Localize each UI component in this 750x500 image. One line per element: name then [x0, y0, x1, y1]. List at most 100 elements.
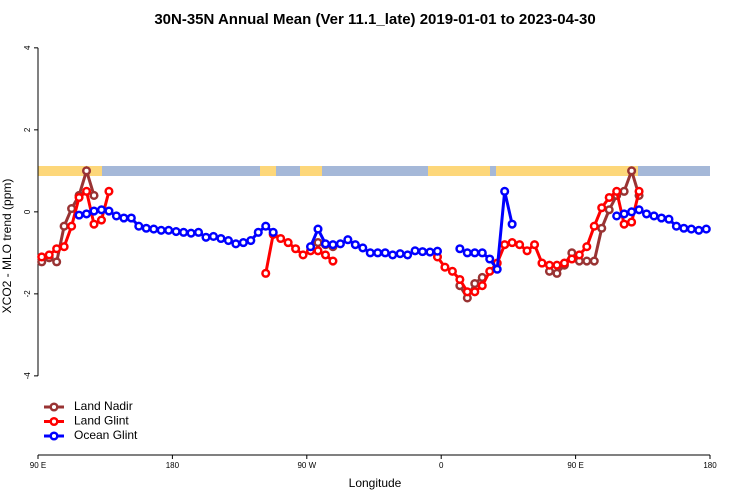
data-point: [679, 223, 689, 233]
data-point: [559, 258, 569, 268]
data-point: [104, 206, 114, 216]
data-point: [104, 186, 114, 196]
data-point: [67, 221, 77, 231]
data-point: [686, 224, 696, 234]
data-point: [96, 205, 107, 215]
data-point: [417, 247, 428, 257]
data-point: [320, 239, 331, 249]
data-point: [462, 287, 472, 297]
data-point: [641, 209, 652, 219]
y-tick-label: -4: [23, 372, 32, 380]
data-point: [156, 225, 166, 235]
legend-marker: [49, 416, 59, 427]
data-point: [328, 240, 338, 250]
data-point: [358, 243, 368, 253]
data-point: [627, 166, 637, 176]
data-point: [529, 240, 540, 250]
data-point: [395, 249, 405, 259]
y-tick-label: -2: [23, 290, 32, 298]
data-point: [67, 204, 77, 214]
data-point: [597, 203, 607, 213]
data-point: [313, 224, 323, 234]
x-tick-label: 90 W: [297, 461, 316, 470]
data-point: [343, 235, 353, 245]
y-axis-label: XCO2 - MLO trend (ppm): [0, 179, 14, 314]
data-point: [627, 217, 637, 227]
data-point: [313, 238, 323, 248]
data-point: [261, 221, 271, 231]
x-tick-label: 90 E: [567, 461, 583, 470]
data-point: [634, 205, 644, 215]
data-point: [350, 240, 360, 250]
data-point: [223, 236, 233, 246]
data-point: [164, 225, 174, 235]
data-point: [619, 219, 629, 229]
data-point: [485, 254, 495, 264]
data-point: [447, 266, 457, 276]
data-point: [291, 244, 301, 254]
data-point: [477, 281, 487, 291]
legend-marker: [49, 431, 59, 441]
x-tick-label: 180: [703, 461, 717, 470]
data-point: [44, 250, 54, 260]
data-point: [216, 233, 226, 244]
data-point: [582, 256, 592, 266]
chart-title: 30N-35N Annual Mean (Ver 11.1_late) 2019…: [154, 11, 595, 28]
data-point: [701, 224, 711, 234]
data-point: [440, 262, 450, 272]
x-tick-label: 90 E: [30, 461, 46, 470]
data-point: [656, 213, 667, 223]
data-point: [515, 240, 525, 250]
data-point: [552, 260, 562, 270]
data-point: [492, 264, 502, 274]
data-point: [425, 247, 435, 257]
data-point: [37, 252, 47, 262]
data-point: [664, 214, 674, 224]
data-point: [134, 221, 144, 231]
y-tick-label: 4: [23, 45, 32, 50]
data-point: [261, 268, 271, 278]
data-point: [388, 250, 398, 260]
legend-label: Ocean Glint: [74, 428, 138, 442]
data-point: [231, 239, 241, 249]
data-point: [328, 256, 338, 266]
land-band: [260, 166, 276, 176]
legend-label: Land Glint: [74, 414, 129, 428]
data-point: [96, 215, 107, 225]
data-point: [619, 186, 629, 196]
y-tick-label: 0: [23, 209, 32, 214]
data-point: [81, 186, 92, 196]
data-point: [403, 250, 413, 260]
data-point: [52, 257, 62, 267]
data-point: [313, 246, 323, 256]
data-point: [305, 242, 316, 252]
data-point: [455, 244, 465, 254]
data-point: [410, 246, 420, 256]
data-point: [544, 260, 555, 270]
data-point: [179, 227, 189, 237]
data-point: [201, 232, 211, 242]
data-point: [283, 238, 293, 248]
data-point: [634, 186, 644, 196]
data-point: [268, 227, 278, 237]
x-axis-label: Longitude: [349, 476, 402, 490]
data-point: [485, 266, 495, 276]
data-point: [597, 223, 607, 233]
data-point: [604, 205, 614, 215]
data-point: [627, 207, 637, 217]
data-point: [500, 186, 510, 196]
data-point: [74, 210, 84, 220]
data-point: [552, 268, 562, 278]
data-point: [186, 228, 196, 238]
data-point: [432, 246, 443, 256]
data-point: [320, 250, 331, 260]
data-point: [649, 211, 659, 221]
data-point: [81, 166, 92, 176]
data-point: [455, 274, 465, 285]
data-point: [462, 248, 472, 258]
data-point: [171, 226, 181, 237]
data-point: [671, 221, 681, 231]
data-point: [380, 248, 390, 258]
